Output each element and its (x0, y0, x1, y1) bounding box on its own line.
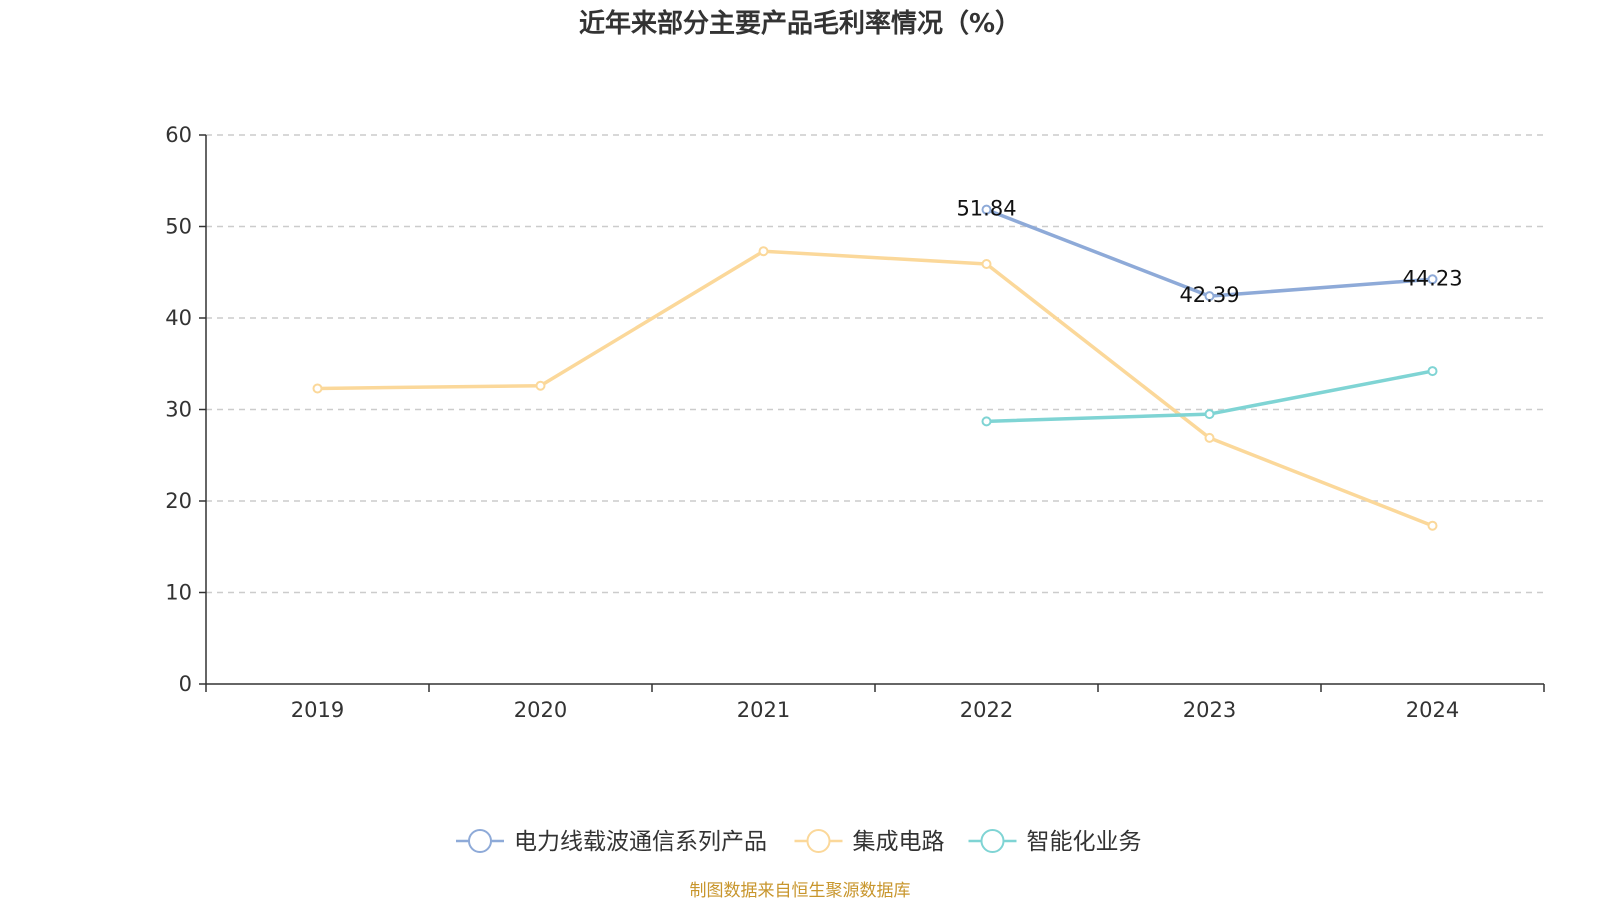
legend-label: 电力线载波通信系列产品 (514, 829, 767, 855)
y-tick-label: 20 (165, 489, 192, 513)
legend-item-2[interactable]: 集成电路 (794, 829, 945, 855)
x-tick-label: 2021 (737, 698, 790, 722)
data-label: 44.23 (1402, 266, 1462, 290)
y-tick-label: 30 (165, 398, 192, 422)
data-point (981, 204, 992, 215)
data-point (981, 416, 992, 427)
legend-item-1[interactable]: 电力线载波通信系列产品 (456, 829, 767, 855)
source-note: 制图数据来自恒生聚源数据库 (690, 881, 911, 900)
chart-title: 近年来部分主要产品毛利率情况（%） (579, 8, 1021, 39)
data-point (312, 383, 323, 394)
data-point (535, 380, 546, 391)
legend-circle-icon (980, 829, 1005, 853)
data-labels: 51.84 42.39 44.23 (956, 197, 1462, 307)
data-label: 51.84 (956, 197, 1016, 221)
data-point (1427, 274, 1438, 285)
series-group (312, 204, 1438, 531)
data-label: 42.39 (1179, 283, 1239, 307)
y-axis-ticks: 0 10 20 30 40 50 60 (165, 123, 206, 696)
legend-circle-icon (468, 829, 492, 853)
data-point (1204, 432, 1215, 443)
data-point (1427, 366, 1438, 377)
y-tick-label: 60 (165, 123, 192, 147)
data-point (758, 246, 769, 257)
y-tick-label: 40 (165, 306, 192, 330)
y-tick-label: 10 (165, 581, 192, 605)
y-tick-label: 50 (165, 215, 192, 239)
grid-lines (206, 134, 1544, 594)
legend-circle-icon (806, 829, 831, 853)
x-tick-label: 2022 (960, 698, 1013, 722)
data-point (1204, 409, 1215, 420)
data-point (981, 259, 992, 270)
data-point (1204, 291, 1215, 302)
legend-label: 智能化业务 (1027, 829, 1142, 855)
data-point (1427, 520, 1438, 531)
series-line-2 (315, 249, 1435, 528)
y-tick-label: 0 (179, 672, 192, 696)
legend[interactable]: 电力线载波通信系列产品 集成电路 智能化业务 (456, 829, 1142, 855)
legend-item-3[interactable]: 智能化业务 (968, 829, 1142, 855)
x-tick-label: 2023 (1183, 698, 1236, 722)
x-axis-ticks: 2019 2020 2021 2022 2023 2024 (205, 684, 1545, 722)
legend-label: 集成电路 (853, 829, 945, 855)
x-tick-label: 2024 (1406, 698, 1459, 722)
x-tick-label: 2019 (291, 698, 344, 722)
x-tick-label: 2020 (514, 698, 567, 722)
